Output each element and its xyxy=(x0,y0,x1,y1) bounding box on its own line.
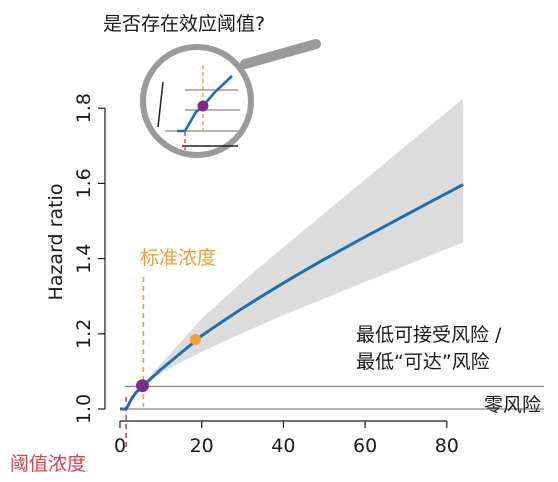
min-risk-point xyxy=(135,379,149,393)
y-tick-label: 1.2 xyxy=(73,319,95,349)
inset-y-axis xyxy=(157,81,164,128)
standard-label: 标准浓度 xyxy=(140,247,216,269)
y-tick-label: 1.8 xyxy=(73,93,95,123)
y-tick-label: 1.4 xyxy=(73,243,95,273)
x-tick-label: 80 xyxy=(435,435,459,457)
standard-point xyxy=(190,333,202,345)
inset-point xyxy=(197,100,209,112)
x-axis-title: 零风险 xyxy=(484,394,541,416)
hazard-ratio-line xyxy=(120,183,464,411)
x-tick-label: 40 xyxy=(271,435,295,457)
magnifier-handle xyxy=(240,39,321,69)
x-tick-label: 60 xyxy=(353,435,377,457)
series-line-layer xyxy=(120,183,464,411)
y-tick-label: 1.0 xyxy=(73,394,95,424)
annotation-line-2: 最低“可达”风险 xyxy=(356,351,490,373)
y-axis-title: Hazard ratio xyxy=(45,184,67,301)
question-title: 是否存在效应阈值? xyxy=(103,13,265,35)
annotation-line-1: 最低可接受风险 / xyxy=(356,324,502,346)
y-tick-label: 1.6 xyxy=(73,168,95,198)
threshold-label: 阈值浓度 xyxy=(10,453,86,475)
x-tick-label: 0 xyxy=(114,435,126,457)
magnifier-lens xyxy=(140,44,254,158)
points-layer xyxy=(135,333,202,393)
magnifier-inset xyxy=(140,39,321,158)
x-tick-label: 20 xyxy=(190,435,214,457)
axes-layer: 0 20 40 60 80 1.0 1.2 1.4 1.6 1.8 xyxy=(73,93,459,457)
